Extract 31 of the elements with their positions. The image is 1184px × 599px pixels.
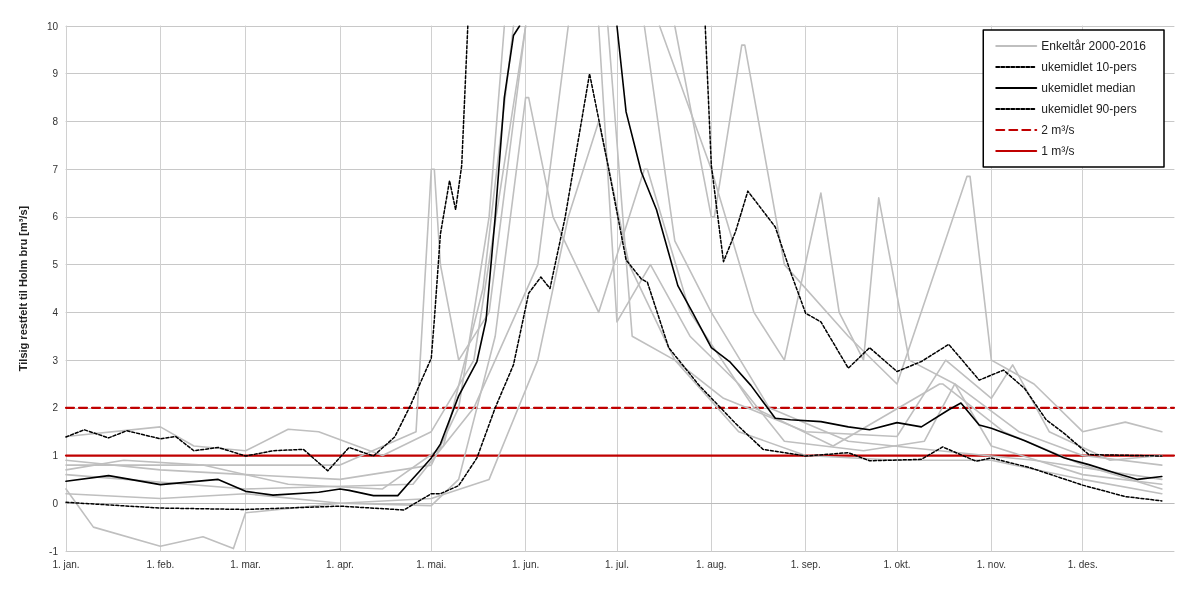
legend-label: ukemidlet 90-pers: [1041, 102, 1137, 116]
x-tick-label: 1. jan.: [52, 558, 80, 570]
y-tick-label: 10: [46, 20, 59, 32]
y-tick-label: 9: [52, 68, 59, 80]
y-tick-label: 0: [52, 497, 59, 509]
legend-label: 1 m³/s: [1041, 144, 1075, 158]
x-tick-label: 1. mar.: [230, 558, 261, 570]
x-tick-label: 1. okt.: [883, 558, 911, 570]
x-tick-label: 1. des.: [1067, 558, 1098, 570]
x-tick-label: 1. mai.: [416, 558, 447, 570]
x-tick-label: 1. sep.: [790, 558, 821, 570]
y-tick-label: 8: [52, 115, 59, 127]
x-tick-label: 1. nov.: [976, 558, 1006, 570]
legend-label: ukemidlet 10-pers: [1041, 60, 1137, 74]
y-tick-label: 3: [52, 354, 59, 366]
y-tick-label: 1: [52, 450, 59, 462]
x-tick-label: 1. jun.: [512, 558, 540, 570]
y-tick-label: 2: [52, 402, 59, 414]
x-tick-label: 1. apr.: [326, 558, 354, 570]
y-axis-title: Tilsig restfelt til Holm bru [m³/s]: [16, 205, 29, 372]
y-tick-label: 4: [52, 306, 59, 318]
legend-label: Enkeltår 2000-2016: [1041, 39, 1147, 53]
x-tick-label: 1. jul.: [605, 558, 629, 570]
y-tick-label: 7: [52, 163, 59, 175]
legend-label: 2 m³/s: [1041, 123, 1075, 137]
y-tick-label: 5: [52, 259, 59, 271]
legend-label: ukemidlet median: [1041, 81, 1136, 95]
x-tick-label: 1. feb.: [146, 558, 175, 570]
y-tick-label: -1: [49, 545, 59, 557]
y-tick-label: 6: [52, 211, 59, 223]
x-tick-label: 1. aug.: [696, 558, 727, 570]
